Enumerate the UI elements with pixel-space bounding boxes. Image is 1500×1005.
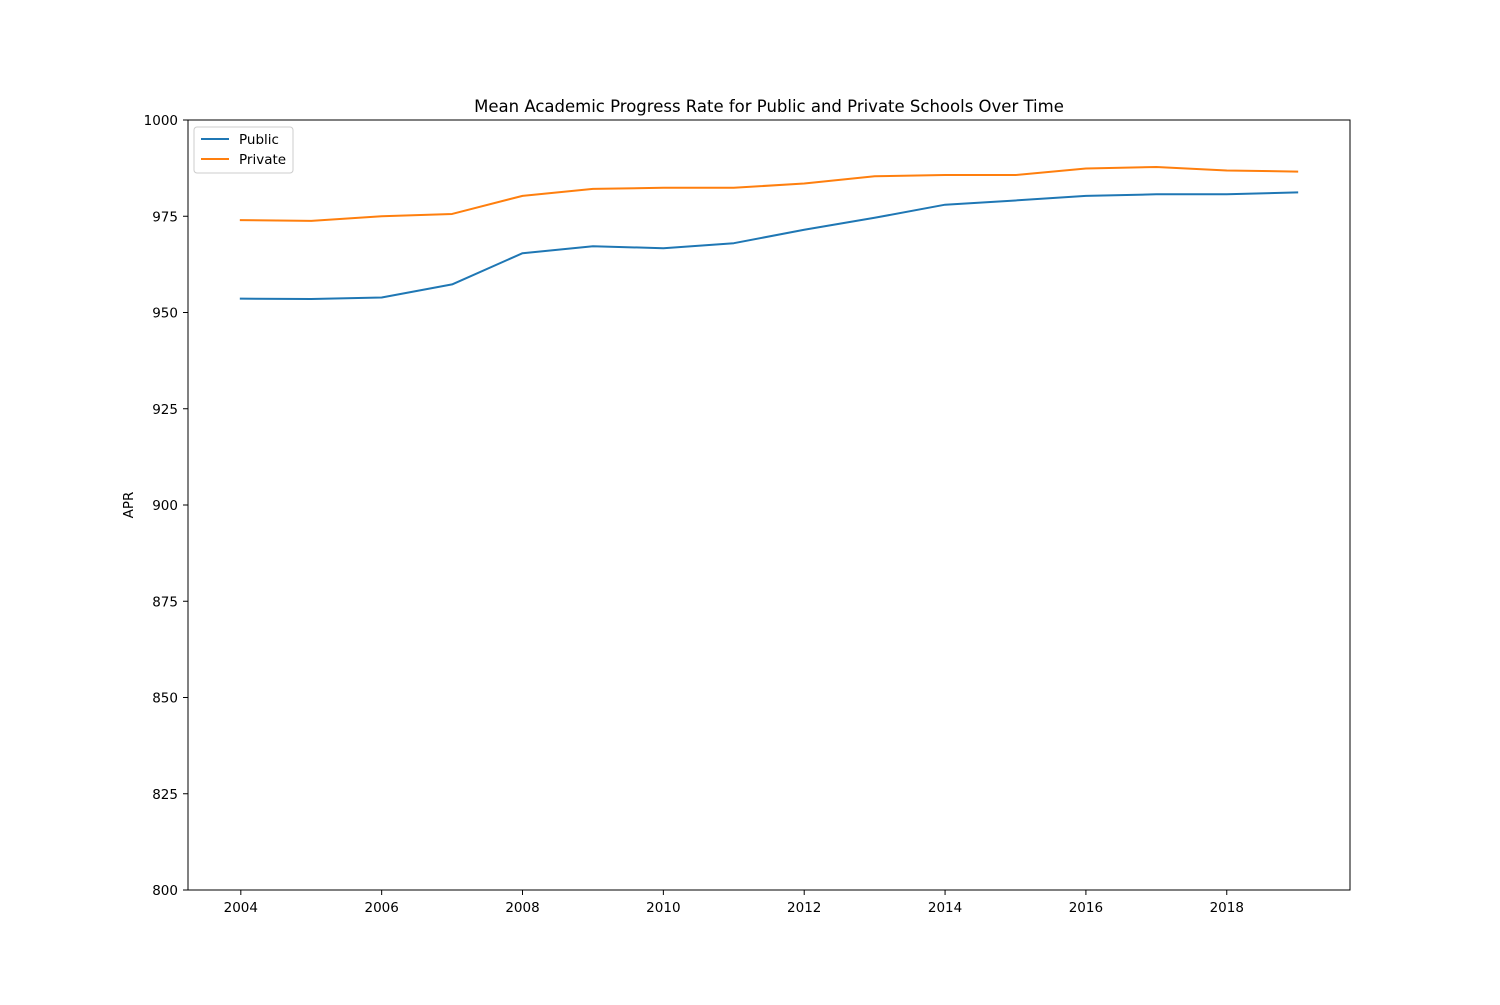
legend-label-private: Private: [239, 152, 286, 168]
series-line-private: [239, 165, 1299, 222]
series-lines: [239, 165, 1299, 301]
plot-area: [187, 119, 1351, 891]
y-tick-label: 975: [152, 209, 178, 225]
y-tick-label: 900: [152, 498, 178, 514]
x-axis: 2004 2006 2008 2010 2012 2014 2016 2018: [224, 890, 1244, 916]
x-tick-label: 2008: [505, 900, 539, 916]
legend: Public Private: [193, 126, 294, 174]
x-tick-label: 2018: [1210, 900, 1244, 916]
chart-title: Mean Academic Progress Rate for Public a…: [474, 97, 1064, 116]
y-tick-label: 875: [152, 594, 178, 610]
x-tick-label: 2016: [1069, 900, 1103, 916]
y-tick-label: 800: [152, 883, 178, 899]
legend-label-public: Public: [239, 132, 279, 148]
y-axis-label: APR: [121, 492, 137, 519]
x-tick-label: 2014: [928, 900, 962, 916]
x-tick-label: 2010: [646, 900, 680, 916]
y-tick-label: 1000: [144, 113, 178, 129]
y-tick-label: 925: [152, 402, 178, 418]
y-tick-label: 950: [152, 306, 178, 322]
series-line-public: [239, 191, 1299, 301]
y-tick-label: 850: [152, 691, 178, 707]
x-tick-label: 2012: [787, 900, 821, 916]
y-tick-label: 825: [152, 787, 178, 803]
x-tick-label: 2004: [224, 900, 258, 916]
y-axis: 800 825 850 875 900 925 950 975 1000: [144, 113, 188, 899]
x-tick-label: 2006: [364, 900, 398, 916]
plot-frame: [187, 119, 1351, 891]
